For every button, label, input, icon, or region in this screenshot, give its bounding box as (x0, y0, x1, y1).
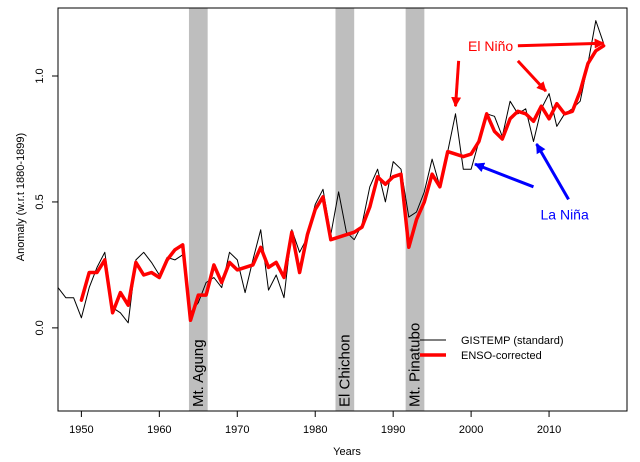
y-axis-label: Anomaly (w.r.t 1880-1899) (15, 133, 27, 261)
annotation-arrow-la-ni-a-1 (535, 143, 570, 201)
series-line-enso-corrected (79, 44, 606, 323)
x-tick-label: 2000 (459, 424, 483, 436)
x-tick-label: 1960 (147, 424, 171, 436)
y-tick-label: 1.0 (34, 68, 46, 83)
series-layer (57, 20, 606, 324)
annotation-el-ni-o: El Niño (468, 38, 513, 54)
x-tick-label: 1970 (225, 424, 249, 436)
x-tick-label: 2010 (537, 424, 561, 436)
volcano-label-el-chichon: El Chichon (336, 334, 353, 407)
volcano-label-mt-pinatubo: Mt. Pinatubo (406, 323, 423, 407)
plot-frame (57, 7, 628, 412)
axes: 1950 1960 1970 1980 1990 2000 2010 0.0 0.5 1.0 (34, 7, 628, 436)
annotation-la-ni-a: La Niña (541, 207, 589, 223)
annotation-arrow-el-ni-o-0 (451, 60, 462, 108)
annotation-arrow-el-ni-o-2 (517, 38, 605, 49)
volcano-band-mt-pinatubo (405, 8, 425, 411)
annotation-arrow-la-ni-a-0 (474, 162, 535, 189)
y-tick-label: 0.0 (34, 320, 46, 335)
annotation-arrow-el-ni-o-1 (516, 59, 548, 93)
annotation-layer: El Niño La Niña (451, 38, 605, 223)
volcano-bands: Mt. Agung El Chichon Mt. Pinatubo (188, 8, 425, 411)
volcano-band-el-chichon (335, 8, 355, 411)
x-tick-label: 1950 (69, 424, 93, 436)
legend-label-enso: ENSO-corrected (461, 350, 542, 362)
y-tick-label: 0.5 (34, 194, 46, 209)
x-axis-label: Years (333, 446, 361, 458)
legend-label-gistemp: GISTEMP (standard) (461, 335, 564, 347)
x-tick-label: 1990 (381, 424, 405, 436)
legend: GISTEMP (standard) ENSO-corrected (420, 335, 564, 362)
x-tick-label: 1980 (303, 424, 327, 436)
volcano-label-mt-agung: Mt. Agung (190, 339, 207, 407)
